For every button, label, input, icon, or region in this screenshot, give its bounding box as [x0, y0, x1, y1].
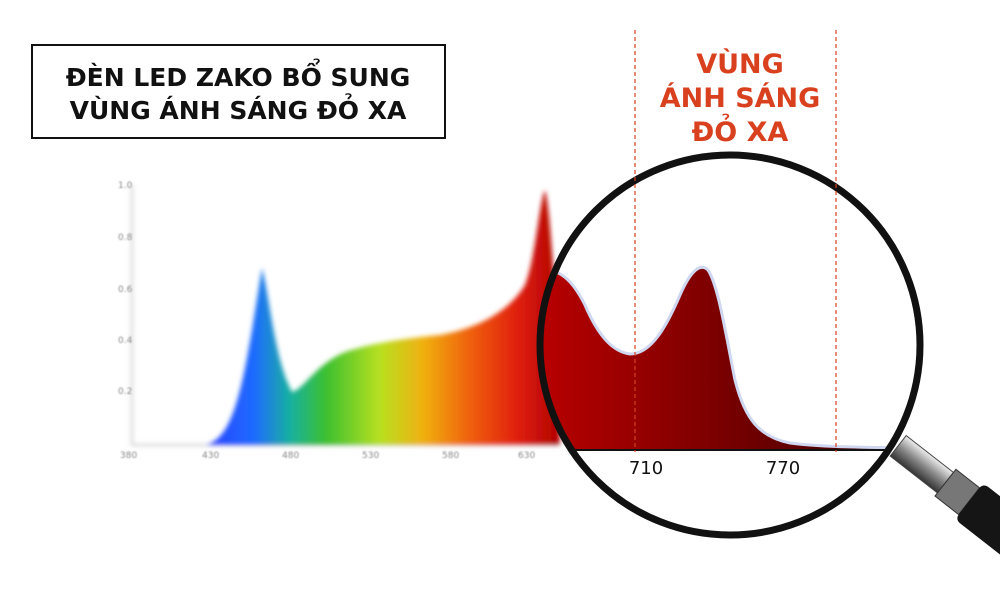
title-box — [31, 44, 446, 139]
x-tick-label: 580 — [442, 451, 459, 461]
y-tick-label: 0.4 — [118, 336, 133, 346]
annotation-line: ÁNH SÁNG — [660, 82, 821, 114]
spectrum-chart — [131, 185, 560, 446]
title-line: VÙNG ÁNH SÁNG ĐỎ XA — [70, 92, 407, 125]
x-tick-label: 480 — [282, 451, 299, 461]
magnifier-handle — [889, 434, 1000, 573]
x-tick-label: 430 — [202, 451, 219, 461]
x-tick-label: 530 — [362, 451, 379, 461]
title-line: ĐÈN LED ZAKO BỔ SUNG — [66, 57, 411, 92]
annotation-line: ĐỎ XA — [692, 112, 789, 148]
x-tick-label: 770 — [766, 458, 800, 479]
y-tick-label: 0.8 — [118, 233, 133, 243]
x-tick-label: 630 — [518, 451, 535, 461]
y-tick-label: 0.6 — [118, 285, 133, 295]
magnifier-rim — [536, 151, 924, 539]
y-tick-label: 1.0 — [118, 181, 133, 191]
annotation-line: VÙNG — [696, 48, 784, 80]
y-tick-label: 0.2 — [118, 387, 132, 397]
magnified-view: 710 770 — [542, 157, 918, 533]
x-tick-label: 380 — [120, 451, 137, 461]
x-tick-label: 710 — [629, 458, 663, 479]
